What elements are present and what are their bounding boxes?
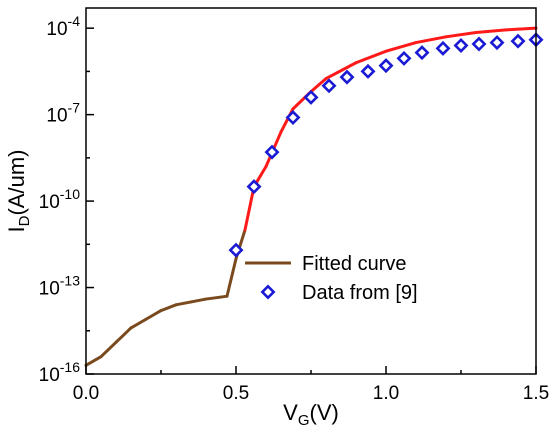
- legend-label-data: Data from [9]: [302, 282, 418, 304]
- fitted-curve-segment: [129, 317, 148, 330]
- x-tick-label: 1.0: [373, 383, 399, 404]
- fitted-curve-segment: [84, 355, 103, 367]
- y-tick-exponent: -10: [60, 186, 80, 202]
- axis-titles: VG(V) ID(A/um): [4, 150, 339, 429]
- y-tick-exponent: -4: [68, 13, 81, 29]
- y-tick-exponent: -13: [60, 273, 80, 289]
- legend: Fitted curve Data from [9]: [245, 253, 418, 304]
- y-tick-label: 10-4: [46, 13, 80, 40]
- fitted-curve-segment: [174, 300, 193, 307]
- fitted-curve-segment: [504, 26, 538, 32]
- fitted-curve-segment: [189, 297, 208, 304]
- legend-label-fitted-curve: Fitted curve: [302, 253, 406, 275]
- x-axis-title-main: V: [283, 400, 298, 425]
- fitted-curve-segment: [99, 340, 118, 359]
- x-tick-label: 0.5: [223, 383, 249, 404]
- y-tick-base: 10: [39, 192, 60, 213]
- data-point: [321, 78, 337, 94]
- data-point: [378, 58, 394, 74]
- y-axis-title: ID(A/um): [4, 150, 33, 233]
- data-point: [228, 242, 244, 258]
- plot-frame: [85, 7, 537, 375]
- x-axis-title-sub: G: [298, 412, 310, 429]
- data-point: [489, 35, 505, 51]
- fitted-curve-segment: [204, 295, 223, 301]
- y-tick-exponent: -7: [68, 100, 81, 116]
- x-tick-label: 1.5: [523, 383, 549, 404]
- data-point: [396, 50, 412, 66]
- y-tick-base: 10: [46, 106, 67, 127]
- fitted-curve-segment: [243, 185, 256, 232]
- data-point: [264, 144, 280, 160]
- fitted-curve-segment: [324, 61, 358, 81]
- fitted-curve-segment: [444, 30, 478, 39]
- y-tick-label: 10-10: [39, 186, 81, 213]
- data-point: [360, 63, 376, 79]
- fitted-curve-segment: [414, 35, 448, 45]
- fitted-curve-segment: [474, 28, 508, 34]
- y-tick-label: 10-7: [46, 100, 80, 127]
- data-point: [435, 40, 451, 56]
- fitted-curve-segment: [159, 303, 178, 313]
- legend-marker-swatch: [260, 284, 276, 300]
- fitted-curve-segment: [384, 41, 418, 53]
- data-point: [414, 45, 430, 61]
- data-point: [453, 37, 469, 53]
- data-point: [471, 36, 487, 52]
- y-tick-base: 10: [46, 19, 67, 40]
- data-point: [510, 33, 526, 49]
- curve-layer: [84, 26, 538, 367]
- data-point: [339, 69, 355, 85]
- y-axis-title-sub: D: [16, 215, 33, 226]
- y-axis-title-main: I: [4, 226, 29, 232]
- fitted-curve-segment: [144, 309, 163, 321]
- x-axis-title-tail: (V): [310, 400, 339, 425]
- marker-layer: [228, 32, 544, 258]
- y-tick-label: 10-13: [39, 273, 81, 300]
- data-point: [285, 110, 301, 126]
- y-tick-label: 10-16: [39, 359, 81, 386]
- data-point: [303, 89, 319, 105]
- y-axis-title-tail: (A/um): [4, 150, 29, 216]
- x-axis-title: VG(V): [283, 400, 339, 429]
- fitted-curve-segment: [309, 77, 328, 94]
- y-tick-base: 10: [39, 279, 60, 300]
- x-tick-label: 0.0: [73, 383, 99, 404]
- y-tick-base: 10: [39, 365, 60, 386]
- fitted-curve-segment: [354, 49, 388, 65]
- data-point: [246, 179, 262, 195]
- fitted-curve-segment: [225, 257, 238, 298]
- y-tick-exponent: -16: [60, 359, 80, 375]
- fitted-curve-segment: [114, 326, 133, 344]
